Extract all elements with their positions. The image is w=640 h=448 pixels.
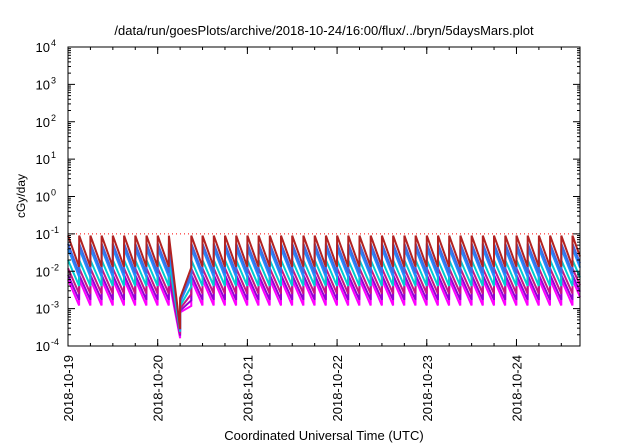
x-axis-label: Coordinated Universal Time (UTC) [224, 428, 423, 443]
x-tick-label: 2018-10-23 [420, 355, 435, 422]
y-tick-exponent: -3 [51, 300, 59, 310]
y-tick-exponent: 4 [51, 38, 56, 48]
x-tick-label: 2018-10-21 [240, 355, 255, 422]
y-tick-label: 10 [36, 302, 50, 317]
y-tick-label: 10 [36, 152, 50, 167]
y-tick-exponent: -1 [51, 225, 59, 235]
y-tick-exponent: 0 [51, 188, 56, 198]
x-tick-label: 2018-10-20 [151, 355, 166, 422]
y-tick-label: 10 [36, 190, 50, 205]
x-tick-label: 2018-10-22 [330, 355, 345, 422]
y-tick-label: 10 [36, 264, 50, 279]
y-tick-exponent: 2 [51, 113, 56, 123]
series-line [67, 235, 581, 330]
y-tick-label: 10 [36, 77, 50, 92]
y-axis-label: cGy/day [14, 174, 28, 218]
chart-title: /data/run/goesPlots/archive/2018-10-24/1… [114, 23, 534, 38]
y-tick-label: 10 [36, 227, 50, 242]
y-tick-label: 10 [36, 339, 50, 354]
y-tick-exponent: 1 [51, 150, 56, 160]
y-tick-label: 10 [36, 115, 50, 130]
series-layer [67, 235, 581, 339]
y-tick-exponent: 3 [51, 75, 56, 85]
series-line [67, 243, 581, 330]
y-tick-exponent: -4 [51, 337, 59, 347]
plot-frame [67, 46, 581, 347]
x-tick-label: 2018-10-19 [61, 355, 76, 422]
x-tick-label: 2018-10-24 [509, 355, 524, 422]
y-tick-exponent: -2 [51, 262, 59, 272]
y-tick-label: 10 [36, 40, 50, 55]
